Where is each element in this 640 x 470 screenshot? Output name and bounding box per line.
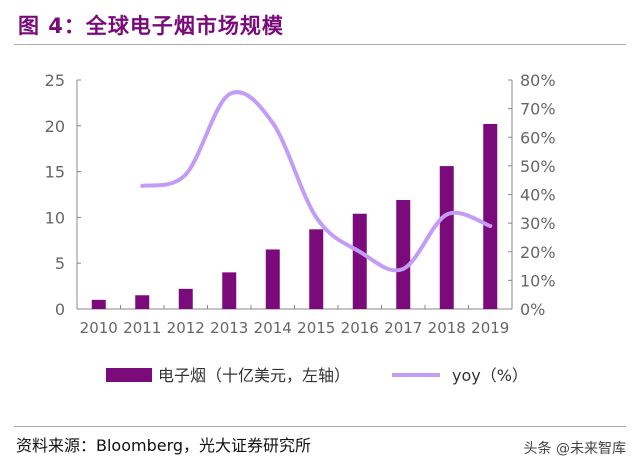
right-tick-label: 50%: [520, 157, 556, 176]
x-tick-label: 2017: [384, 319, 422, 337]
right-tick-label: 80%: [520, 71, 556, 90]
left-tick-label: 15: [45, 163, 65, 182]
right-tick-label: 10%: [520, 271, 556, 290]
x-tick-label: 2018: [428, 319, 466, 337]
bar-2011: [135, 295, 150, 309]
yoy-line: [140, 90, 493, 273]
x-tick-label: 2010: [80, 319, 118, 337]
right-tick-label: 20%: [520, 243, 556, 262]
left-tick-label: 0: [55, 300, 65, 319]
bar-2016: [352, 213, 367, 309]
x-tick-label: 2019: [471, 319, 509, 337]
bar-2014: [265, 249, 280, 309]
left-tick-label: 10: [45, 208, 65, 227]
bar-2017: [396, 199, 411, 309]
legend-bar-label: 电子烟（十亿美元，左轴）: [158, 366, 350, 385]
legend-bar-swatch: [106, 368, 152, 382]
x-tick-label: 2015: [297, 319, 335, 337]
title-divider: [14, 44, 626, 45]
right-tick-label: 30%: [520, 214, 556, 233]
bar-2012: [178, 288, 193, 309]
x-tick-label: 2011: [123, 319, 161, 337]
chart-title: 图 4：全球电子烟市场规模: [18, 14, 284, 38]
right-tick-label: 0%: [520, 300, 545, 319]
watermark: 头条 @未来智库: [523, 441, 626, 457]
x-tick-label: 2012: [167, 319, 205, 337]
bar-2018: [439, 166, 454, 309]
bar-2019: [483, 123, 498, 309]
left-tick-label: 25: [45, 71, 65, 90]
source-divider: [14, 426, 626, 427]
right-tick-label: 60%: [520, 128, 556, 147]
right-tick-label: 40%: [520, 186, 556, 205]
bar-2015: [309, 229, 324, 309]
x-tick-label: 2016: [341, 319, 379, 337]
left-tick-label: 20: [45, 117, 65, 136]
legend-line-label: yoy（%）: [452, 366, 528, 385]
bar-2010: [91, 299, 106, 309]
left-tick-label: 5: [55, 254, 65, 273]
bar-2013: [222, 272, 237, 309]
source-note: 资料来源：Bloomberg，光大证券研究所: [16, 436, 312, 455]
right-tick-label: 70%: [520, 100, 556, 119]
x-tick-label: 2013: [210, 319, 248, 337]
x-tick-label: 2014: [254, 319, 292, 337]
